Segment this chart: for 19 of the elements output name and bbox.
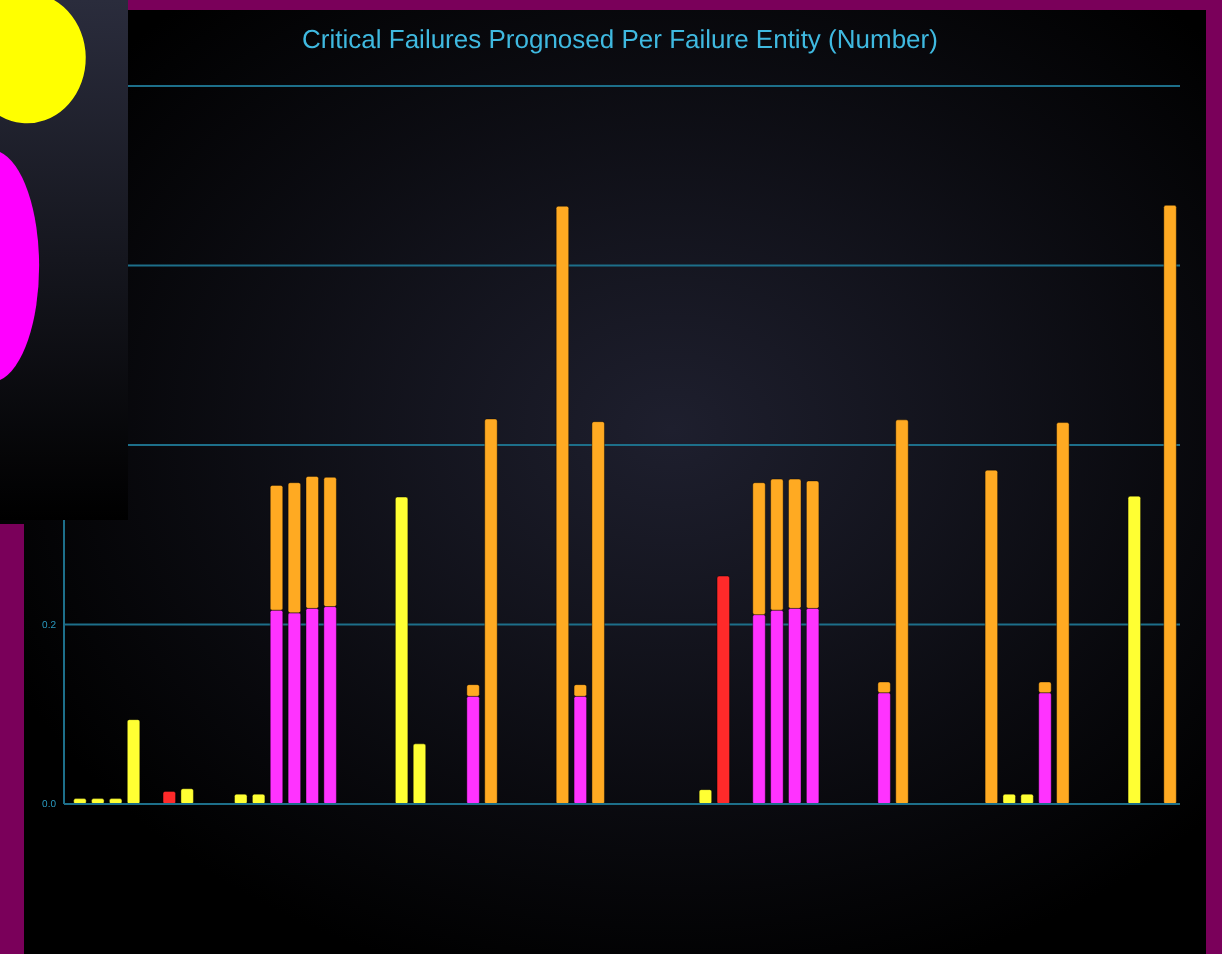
bar	[484, 418, 498, 805]
bar	[162, 790, 177, 805]
bar	[394, 496, 409, 805]
bar	[180, 788, 194, 805]
bar	[412, 743, 427, 805]
bar	[251, 793, 266, 805]
chart-title: Critical Failures Prognosed Per Failure Entity (Number)	[302, 24, 938, 54]
bar	[1056, 422, 1070, 805]
bar	[234, 793, 248, 805]
bar	[555, 205, 570, 805]
bar	[984, 469, 999, 805]
bar	[1002, 793, 1016, 805]
bar	[126, 719, 141, 805]
bar	[591, 421, 605, 805]
bar	[716, 575, 731, 805]
bar	[895, 419, 909, 805]
bar	[1127, 495, 1142, 805]
bar	[1163, 204, 1177, 805]
bar	[1020, 793, 1034, 805]
